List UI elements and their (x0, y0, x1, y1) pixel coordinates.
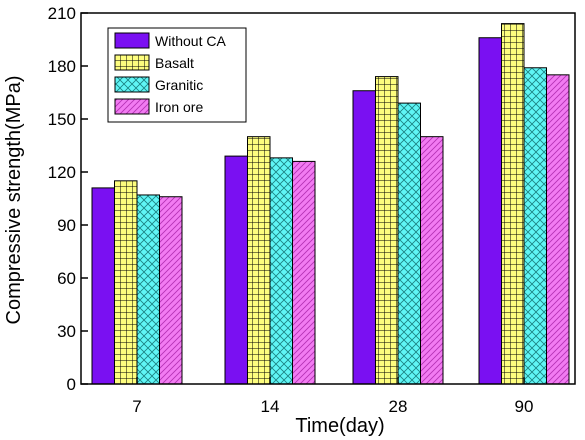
y-tick-label: 120 (48, 163, 76, 182)
bar-basalt-90 (501, 23, 525, 385)
legend-swatch-without-ca (114, 32, 150, 49)
x-tick-label: 7 (132, 397, 141, 416)
bar-without-ca-28 (352, 90, 376, 385)
y-tick-label: 180 (48, 57, 76, 76)
legend-label: Basalt (155, 55, 194, 71)
x-tick-label: 14 (261, 397, 280, 416)
bar-iron-ore-7 (159, 196, 183, 385)
legend-swatch-iron-ore (114, 98, 150, 115)
bar-iron-ore-90 (546, 74, 570, 385)
plot-frame (80, 12, 576, 385)
bar-granitic-14 (269, 157, 293, 385)
y-tick-label: 150 (48, 110, 76, 129)
bar-basalt-7 (114, 180, 138, 385)
bar-granitic-90 (523, 67, 547, 385)
y-tick-label: 90 (57, 216, 76, 235)
legend-label: Iron ore (155, 99, 203, 115)
legend-swatch-basalt (114, 54, 150, 71)
bar-without-ca-14 (224, 155, 248, 385)
y-tick-label: 30 (57, 322, 76, 341)
bar-granitic-28 (397, 102, 421, 385)
legend-label: Without CA (155, 33, 226, 49)
legend: Without CA Basalt Granitic Iron ore (107, 27, 247, 123)
y-tick-label: 60 (57, 269, 76, 288)
x-axis-title: Time(day) (295, 415, 384, 437)
axes (80, 12, 576, 385)
bar-basalt-28 (375, 76, 399, 385)
y-tick-label: 210 (48, 4, 76, 23)
legend-swatch-granitic (114, 76, 150, 93)
x-tick-label: 28 (389, 397, 408, 416)
bar-iron-ore-14 (292, 160, 316, 385)
tick-labels: 0 30 60 90 120 150 180 210 7 14 28 90 (48, 4, 534, 416)
y-axis-title: Compressive strength(MPa) (3, 76, 25, 325)
bar-granitic-7 (136, 194, 160, 385)
bar-without-ca-90 (478, 37, 502, 385)
bar-iron-ore-28 (420, 136, 444, 385)
bars (91, 23, 570, 385)
bar-without-ca-7 (91, 187, 115, 385)
bar-basalt-14 (247, 136, 271, 385)
y-tick-label: 0 (67, 375, 76, 394)
x-tick-label: 90 (515, 397, 534, 416)
legend-label: Granitic (155, 77, 203, 93)
